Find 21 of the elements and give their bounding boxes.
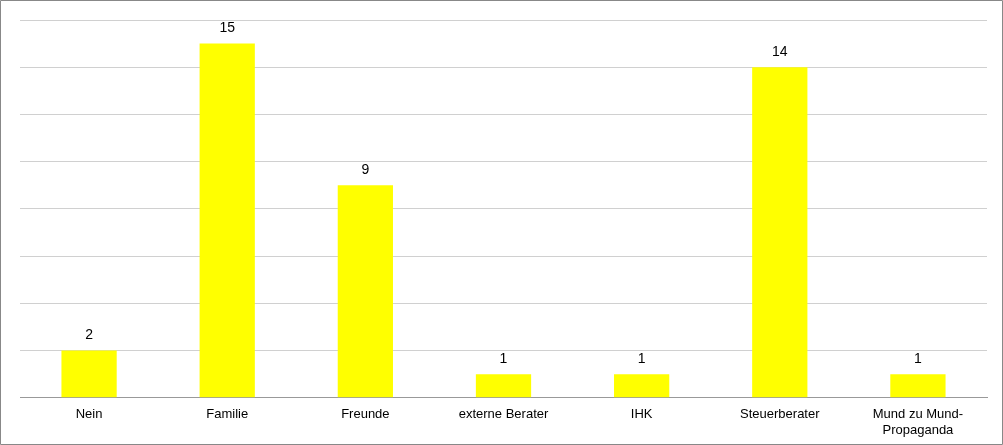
data-label: 9	[361, 161, 370, 178]
data-label: 1	[499, 350, 508, 367]
x-tick-label: Familie	[206, 406, 249, 422]
bar	[199, 43, 255, 398]
x-tick-label: Mund zu Mund-Propaganda	[872, 406, 964, 437]
bar	[614, 374, 670, 398]
x-tick-label: Nein	[75, 406, 103, 422]
bar	[475, 374, 532, 398]
bar	[337, 185, 393, 398]
x-tick-label: IHK	[630, 406, 653, 422]
data-label: 15	[219, 19, 236, 36]
bar	[61, 350, 117, 398]
bar	[752, 67, 808, 398]
data-label: 2	[85, 326, 94, 343]
x-tick-label: Freunde	[341, 406, 390, 422]
bar	[890, 374, 946, 398]
data-label: 1	[637, 350, 646, 367]
x-tick-label: externe Berater	[458, 406, 549, 422]
x-tick-label: Steuerberater	[740, 406, 821, 422]
data-label: 14	[772, 43, 788, 60]
data-label: 1	[914, 350, 923, 367]
